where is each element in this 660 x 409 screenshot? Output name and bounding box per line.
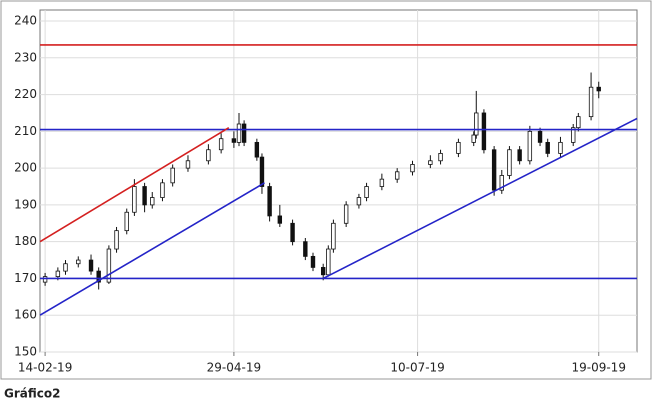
candle-body — [106, 248, 112, 283]
candle-body — [379, 178, 385, 187]
candle-body — [310, 255, 316, 268]
y-tick-label: 200 — [14, 161, 37, 175]
candle-body — [428, 160, 433, 165]
candle-body — [88, 259, 94, 272]
candle-body — [438, 153, 443, 162]
candle-body — [456, 141, 461, 154]
plot-area — [39, 9, 638, 353]
y-tick-label: 230 — [14, 50, 37, 64]
candle-body — [474, 112, 479, 136]
trend-line — [322, 117, 638, 280]
candle-body — [331, 222, 336, 250]
candle-body — [259, 156, 265, 187]
candle-body — [290, 222, 295, 243]
y-tick-label: 170 — [14, 271, 37, 285]
candle-body — [343, 204, 349, 224]
candle-body — [364, 186, 369, 198]
candle-body — [63, 263, 68, 272]
candle-body — [491, 149, 497, 191]
candle-body — [481, 112, 487, 151]
y-tick-label: 150 — [14, 345, 37, 359]
candle-body — [170, 167, 175, 184]
candle-body — [326, 248, 331, 276]
candle-body — [537, 130, 543, 143]
y-tick-label: 240 — [14, 14, 37, 28]
candle-body — [142, 186, 147, 206]
candle-body — [471, 134, 476, 143]
y-tick-label: 210 — [14, 124, 37, 138]
candle-body — [277, 215, 283, 224]
candle-body — [320, 267, 326, 276]
candle-body — [206, 149, 211, 162]
candle-body — [150, 197, 155, 206]
x-tick-label: 14-02-19 — [18, 361, 72, 375]
candle-body — [303, 241, 308, 257]
x-tick-label: 10-07-19 — [390, 361, 444, 375]
candle-body — [185, 160, 191, 169]
candle-body — [507, 149, 512, 176]
candle-body — [517, 149, 522, 162]
candle-body — [96, 270, 101, 283]
candle-body — [231, 138, 237, 143]
candle-body — [114, 230, 119, 250]
y-tick-label: 220 — [14, 87, 37, 101]
candle-body — [394, 171, 400, 180]
candle-body — [596, 86, 601, 92]
candle-body — [132, 186, 137, 213]
candle-body — [76, 259, 81, 265]
candle-body — [236, 123, 242, 143]
x-tick-label: 19-09-19 — [571, 361, 625, 375]
candle-body — [410, 164, 415, 173]
candle-body — [356, 197, 362, 206]
trend-line — [39, 126, 230, 243]
caption: Gráfico2 — [4, 387, 60, 401]
y-tick-label: 190 — [14, 197, 37, 211]
y-tick-label: 180 — [14, 234, 37, 248]
candle-body — [558, 141, 563, 154]
candle-body — [42, 276, 48, 283]
candle-body — [241, 123, 247, 143]
candle-body — [499, 175, 504, 191]
x-tick-label: 29-04-19 — [207, 361, 261, 375]
candle-body — [55, 270, 61, 278]
candle-body — [571, 127, 576, 143]
trend-line — [39, 182, 265, 316]
candle-body — [218, 138, 224, 151]
candle-body — [267, 186, 272, 217]
candle-body — [527, 130, 533, 162]
candle-body — [124, 211, 129, 232]
candle-body — [588, 86, 594, 118]
candle-body — [545, 141, 550, 154]
y-tick-label: 160 — [14, 308, 37, 322]
candle-body — [254, 141, 260, 158]
candle-body — [160, 182, 165, 198]
candle-body — [576, 116, 581, 129]
